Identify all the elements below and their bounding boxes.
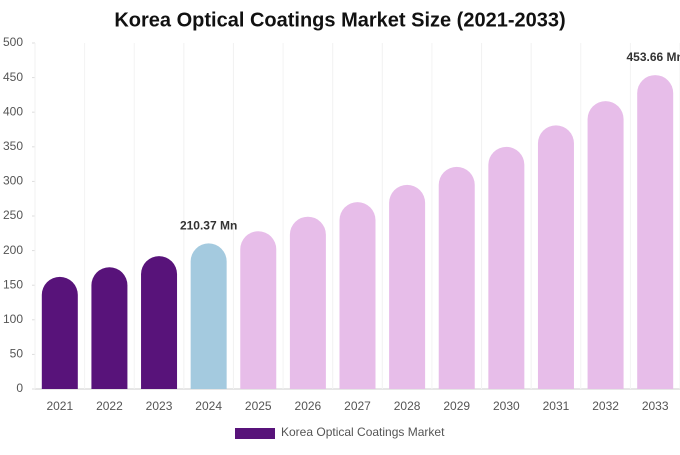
y-tick-label: 200: [3, 243, 23, 257]
bar: [537, 125, 574, 389]
x-tick-label: 2028: [394, 399, 421, 413]
x-tick-label: 2025: [245, 399, 272, 413]
bar: [240, 231, 277, 389]
y-tick-label: 250: [3, 208, 23, 222]
bar: [91, 267, 128, 389]
x-tick-label: 2033: [642, 399, 669, 413]
legend-swatch: [235, 428, 275, 439]
y-tick-label: 150: [3, 277, 23, 291]
bar: [289, 216, 326, 389]
bar: [339, 202, 376, 389]
x-tick-label: 2031: [543, 399, 570, 413]
y-tick-label: 350: [3, 139, 23, 153]
bar: [389, 184, 426, 389]
value-label: 210.37 Mn: [180, 219, 237, 233]
y-tick-label: 500: [3, 35, 23, 49]
y-tick-label: 450: [3, 70, 23, 84]
bar: [637, 75, 674, 389]
value-label: 453.66 Mn: [627, 50, 680, 64]
y-tick-label: 50: [10, 347, 24, 361]
x-tick-label: 2023: [146, 399, 173, 413]
bar: [587, 101, 624, 390]
bar: [488, 146, 525, 389]
y-tick-label: 100: [3, 312, 23, 326]
x-tick-label: 2026: [295, 399, 322, 413]
y-tick-label: 300: [3, 174, 23, 188]
legend-label: Korea Optical Coatings Market: [281, 425, 445, 439]
bar: [41, 276, 78, 389]
x-tick-label: 2032: [592, 399, 619, 413]
x-tick-label: 2021: [46, 399, 73, 413]
x-tick-label: 2022: [96, 399, 123, 413]
x-tick-label: 2024: [195, 399, 222, 413]
chart-title: Korea Optical Coatings Market Size (2021…: [114, 9, 565, 31]
bar: [190, 243, 227, 389]
y-tick-label: 400: [3, 104, 23, 118]
x-tick-label: 2029: [443, 399, 470, 413]
y-tick-label: 0: [16, 381, 23, 395]
bar: [141, 256, 178, 389]
x-tick-label: 2030: [493, 399, 520, 413]
x-tick-label: 2027: [344, 399, 371, 413]
bar: [438, 166, 475, 389]
